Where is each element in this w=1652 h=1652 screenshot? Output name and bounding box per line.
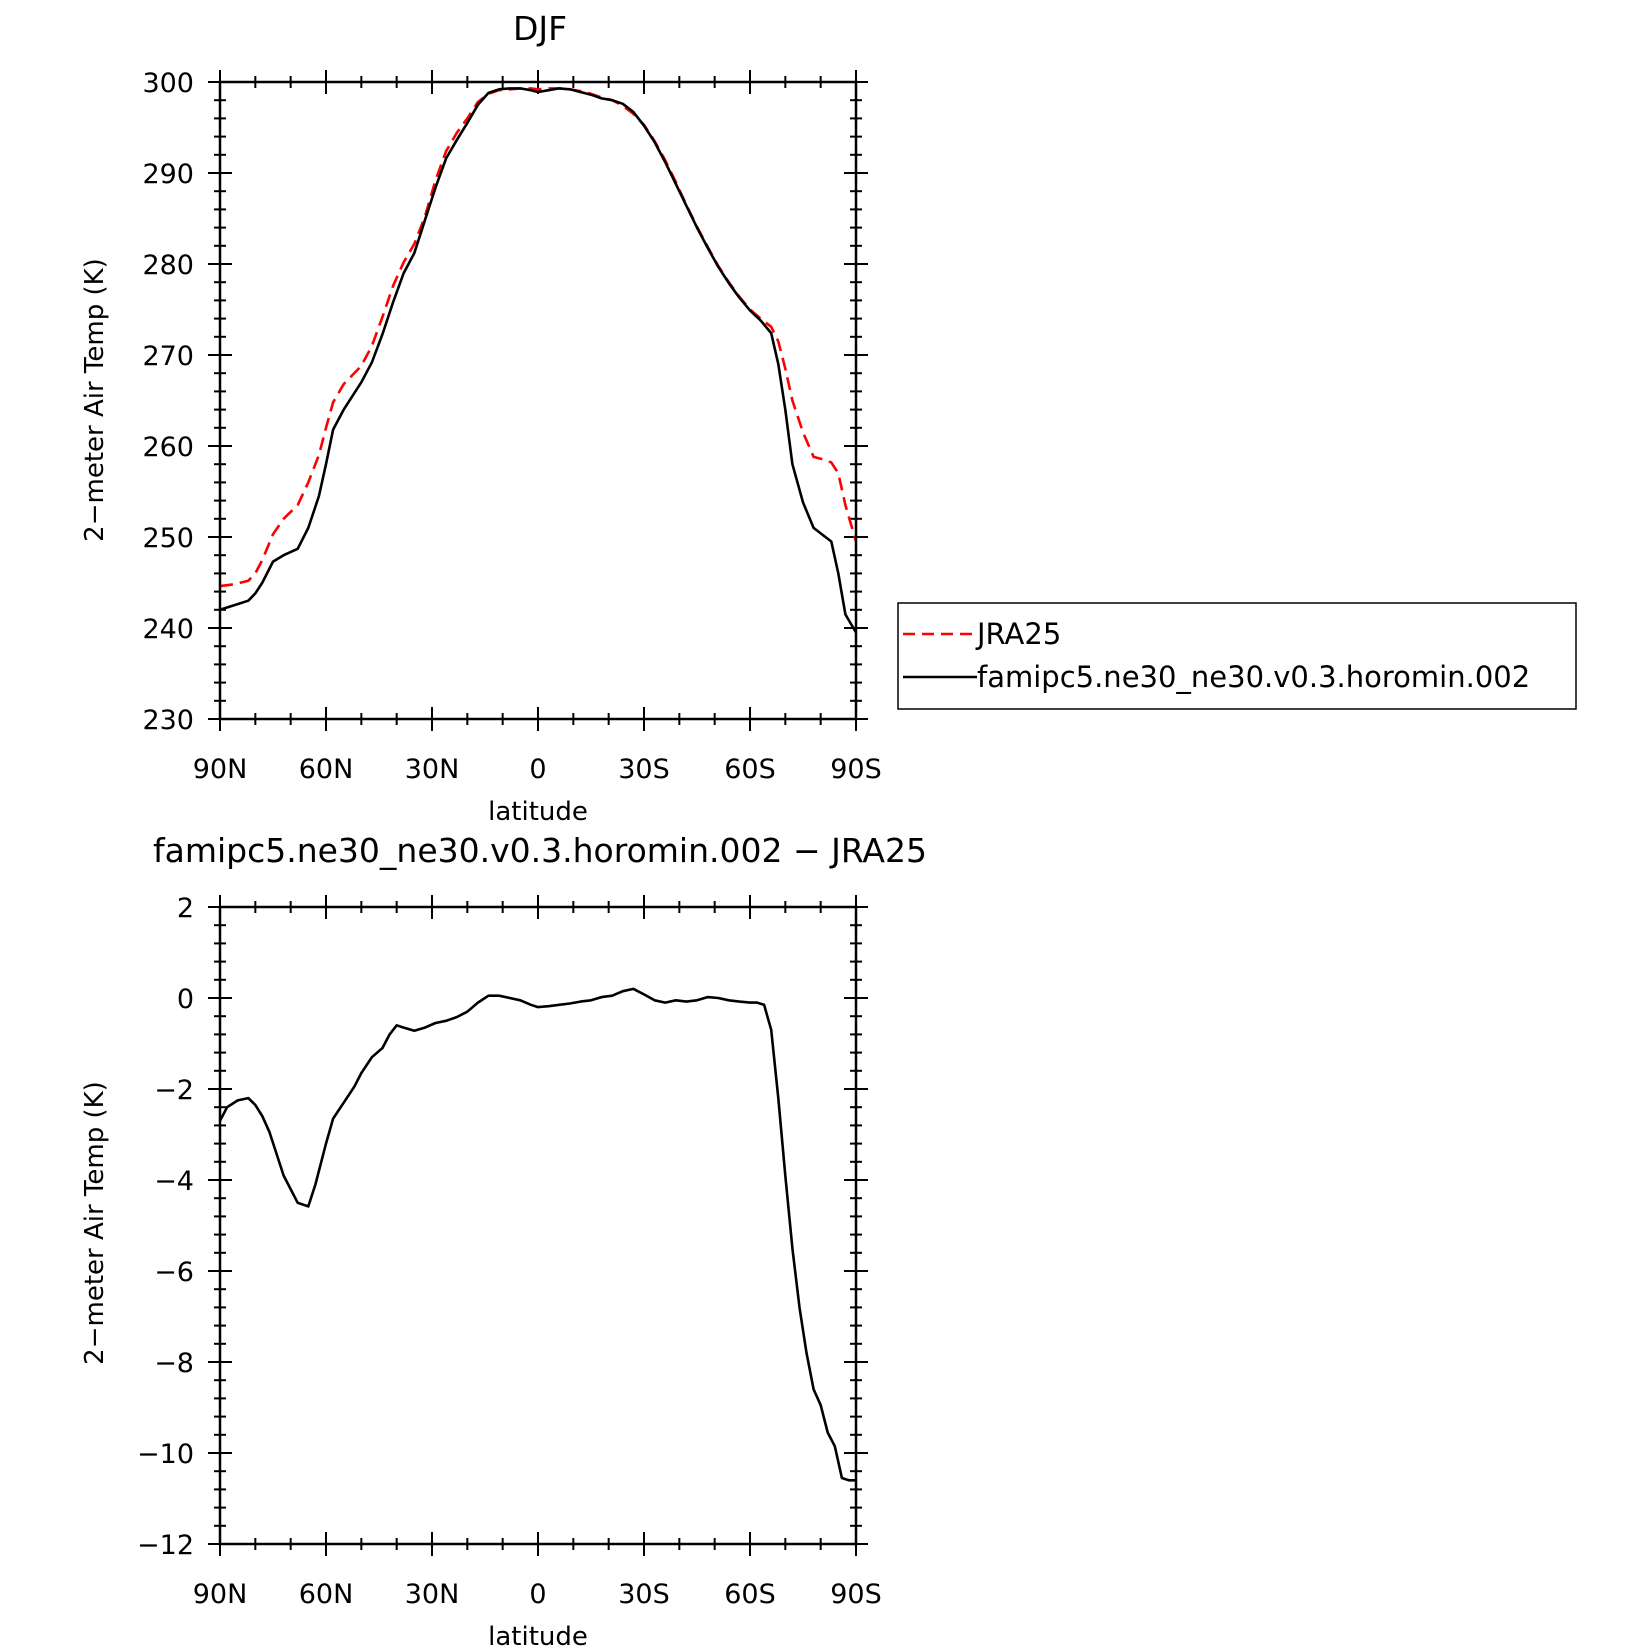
- top-y-axis-label: 2−meter Air Temp (K): [80, 258, 110, 542]
- top-ytick-label: 250: [142, 523, 194, 554]
- top-xtick-label: 30N: [405, 754, 460, 785]
- top-ytick-label: 290: [142, 159, 194, 190]
- bottom-ytick-label: 2: [177, 893, 194, 924]
- bottom-ytick-label: −8: [154, 1348, 194, 1379]
- top-ytick-label: 230: [142, 705, 194, 736]
- bottom-ytick-label: −12: [137, 1530, 194, 1561]
- top-series-lines: [219, 87, 858, 634]
- bottom-x-axis-label: latitude: [488, 1622, 588, 1652]
- top-plot-frame: [218, 80, 858, 721]
- top-ytick-label: 270: [142, 341, 194, 372]
- bottom-ytick-label: −10: [137, 1439, 194, 1470]
- bottom-xtick-label: 0: [529, 1579, 546, 1610]
- top-ytick-labels: 230 240 250 260 270 280 290 300: [142, 68, 194, 736]
- bottom-y-axis-label: 2−meter Air Temp (K): [80, 1081, 110, 1365]
- bottom-xtick-label: 30N: [405, 1579, 460, 1610]
- bottom-xtick-label: 90S: [830, 1579, 882, 1610]
- bottom-ytick-label: −2: [154, 1075, 194, 1106]
- bottom-xtick-label: 90N: [193, 1579, 248, 1610]
- top-plot-title: DJF: [513, 9, 567, 48]
- bottom-xtick-label: 60N: [299, 1579, 354, 1610]
- bottom-panel: famipc5.ne30_ne30.v0.3.horomin.002 − JRA…: [80, 831, 927, 1652]
- top-legend: JRA25 famipc5.ne30_ne30.v0.3.horomin.002: [897, 602, 1577, 710]
- bottom-series-line-difference: [218, 987, 856, 1482]
- top-x-axis-label: latitude: [488, 797, 588, 827]
- bottom-ytick-label: 0: [177, 984, 194, 1015]
- top-series-line-jra25: [219, 87, 858, 588]
- bottom-plot-title: famipc5.ne30_ne30.v0.3.horomin.002 − JRA…: [153, 831, 927, 870]
- top-xtick-label: 60N: [299, 754, 354, 785]
- top-ytick-label: 260: [142, 432, 194, 463]
- top-series-line-famipc5: [219, 87, 858, 634]
- legend-label-jra25: JRA25: [975, 617, 1061, 651]
- top-panel: DJF 230 240 250 260 270 280 290 300 90N 60N 30N 0 3…: [80, 9, 1577, 827]
- bottom-xtick-label: 30S: [618, 1579, 670, 1610]
- top-ytick-label: 240: [142, 614, 194, 645]
- bottom-ytick-label: −4: [154, 1166, 194, 1197]
- bottom-ticks: [208, 895, 868, 1556]
- top-xtick-label: 90N: [193, 754, 248, 785]
- legend-box: [897, 602, 1577, 710]
- top-ticks: [208, 70, 868, 731]
- bottom-series-lines: [218, 987, 856, 1482]
- top-xtick-label: 0: [529, 754, 546, 785]
- bottom-ytick-label: −6: [154, 1257, 194, 1288]
- bottom-xtick-labels: 90N 60N 30N 0 30S 60S 90S: [193, 1579, 882, 1610]
- top-ytick-label: 280: [142, 250, 194, 281]
- bottom-ytick-labels: −12 −10 −8 −6 −4 −2 0 2: [137, 893, 194, 1561]
- bottom-plot-frame: [218, 905, 858, 1546]
- bottom-xtick-label: 60S: [724, 1579, 776, 1610]
- top-xtick-label: 30S: [618, 754, 670, 785]
- top-xtick-label: 60S: [724, 754, 776, 785]
- top-xtick-label: 90S: [830, 754, 882, 785]
- top-ytick-label: 300: [142, 68, 194, 99]
- legend-label-famipc5: famipc5.ne30_ne30.v0.3.horomin.002: [977, 660, 1530, 694]
- top-xtick-labels: 90N 60N 30N 0 30S 60S 90S: [193, 754, 882, 785]
